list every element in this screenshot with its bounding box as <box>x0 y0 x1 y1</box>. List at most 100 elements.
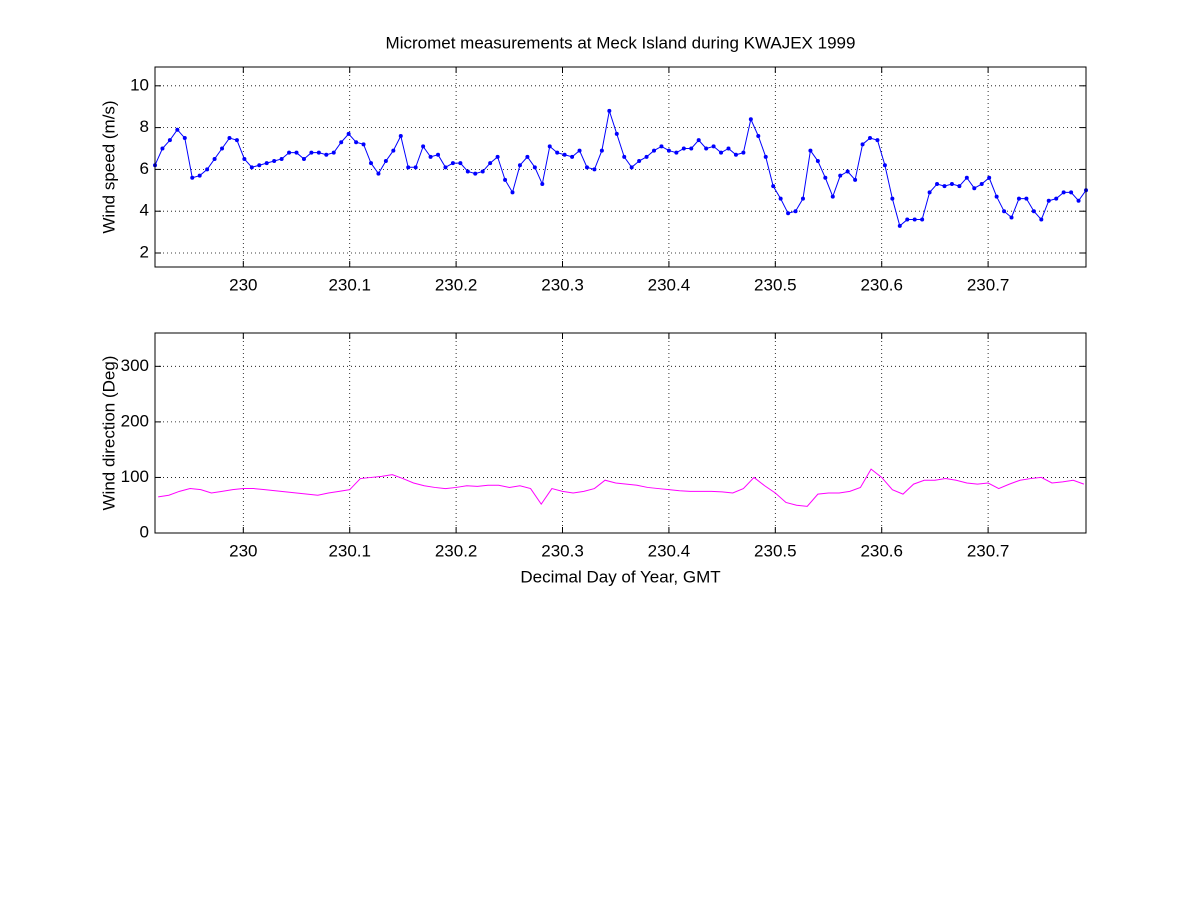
x-tick-label: 230.5 <box>754 541 797 560</box>
y-axis-label: Wind speed (m/s) <box>99 100 118 233</box>
x-axis-label: Decimal Day of Year, GMT <box>520 567 720 586</box>
data-point <box>808 148 813 153</box>
data-point <box>555 150 560 155</box>
data-point <box>190 175 195 180</box>
data-point <box>622 154 627 159</box>
data-point <box>458 161 463 166</box>
data-point <box>733 152 738 157</box>
y-tick-label: 200 <box>121 411 149 430</box>
data-point <box>987 175 992 180</box>
x-tick-label: 230.3 <box>541 541 584 560</box>
data-point <box>1002 209 1007 214</box>
data-point <box>905 217 910 222</box>
data-point <box>875 138 880 143</box>
data-point <box>860 142 865 147</box>
data-point <box>547 144 552 149</box>
axes-box <box>154 66 1087 268</box>
data-point <box>592 167 597 172</box>
data-point <box>398 133 403 138</box>
data-point <box>793 209 798 214</box>
data-point <box>354 140 359 145</box>
data-point <box>786 211 791 216</box>
y-tick-label: 0 <box>140 522 149 541</box>
y-tick-label: 2 <box>140 242 149 261</box>
data-point <box>838 173 843 178</box>
x-tick-label: 230.2 <box>435 275 478 294</box>
plot-area <box>155 333 1086 533</box>
data-point <box>346 131 351 136</box>
data-point <box>316 150 321 155</box>
data-point <box>324 152 329 157</box>
data-point <box>361 142 366 147</box>
data-point <box>912 217 917 222</box>
data-point <box>287 150 292 155</box>
data-point <box>652 148 657 153</box>
data-point <box>599 148 604 153</box>
data-point <box>1016 196 1021 201</box>
data-point <box>301 156 306 161</box>
data-point <box>935 182 940 187</box>
data-point <box>1069 190 1074 195</box>
data-point <box>220 146 225 151</box>
x-tick-label: 230.7 <box>967 275 1010 294</box>
data-point <box>525 154 530 159</box>
x-tick-label: 230 <box>229 541 257 560</box>
data-point <box>450 161 455 166</box>
data-point <box>197 173 202 178</box>
x-tick-label: 230 <box>229 275 257 294</box>
data-point <box>964 175 969 180</box>
data-point <box>1039 217 1044 222</box>
data-line <box>158 468 1085 507</box>
axes-box <box>154 332 1087 534</box>
data-point <box>704 146 709 151</box>
data-point <box>1031 209 1036 214</box>
data-point <box>383 159 388 164</box>
data-point <box>890 196 895 201</box>
data-point <box>666 148 671 153</box>
data-point <box>719 150 724 155</box>
data-point <box>689 146 694 151</box>
data-point <box>391 148 396 153</box>
data-point <box>778 196 783 201</box>
plot-area <box>155 67 1086 267</box>
data-point <box>711 144 716 149</box>
data-point <box>570 154 575 159</box>
data-point <box>853 177 858 182</box>
data-point <box>279 156 284 161</box>
data-point <box>465 169 470 174</box>
data-point <box>175 127 180 132</box>
data-point <box>331 150 336 155</box>
data-point <box>868 136 873 141</box>
data-point <box>428 154 433 159</box>
data-point <box>607 108 612 113</box>
data-point <box>510 190 515 195</box>
data-point <box>562 152 567 157</box>
data-point <box>748 117 753 122</box>
data-point <box>614 131 619 136</box>
data-point <box>473 171 478 176</box>
data-point <box>212 156 217 161</box>
data-point <box>741 150 746 155</box>
data-point <box>540 182 545 187</box>
data-point <box>771 184 776 189</box>
data-point <box>309 150 314 155</box>
y-tick-label: 4 <box>140 201 149 220</box>
data-point <box>488 161 493 166</box>
data-point <box>644 154 649 159</box>
chart-title: Micromet measurements at Meck Island dur… <box>386 33 856 52</box>
data-point <box>756 133 761 138</box>
y-axis-label: Wind direction (Deg) <box>99 356 118 511</box>
y-tick-label: 100 <box>121 467 149 486</box>
data-point <box>726 146 731 151</box>
data-point <box>659 144 664 149</box>
x-tick-label: 230.4 <box>648 541 691 560</box>
data-point <box>942 184 947 189</box>
data-point <box>517 163 522 168</box>
data-point <box>1054 196 1059 201</box>
x-tick-label: 230.5 <box>754 275 797 294</box>
data-point <box>368 161 373 166</box>
data-point <box>577 148 582 153</box>
data-point <box>234 138 239 143</box>
data-point <box>242 156 247 161</box>
